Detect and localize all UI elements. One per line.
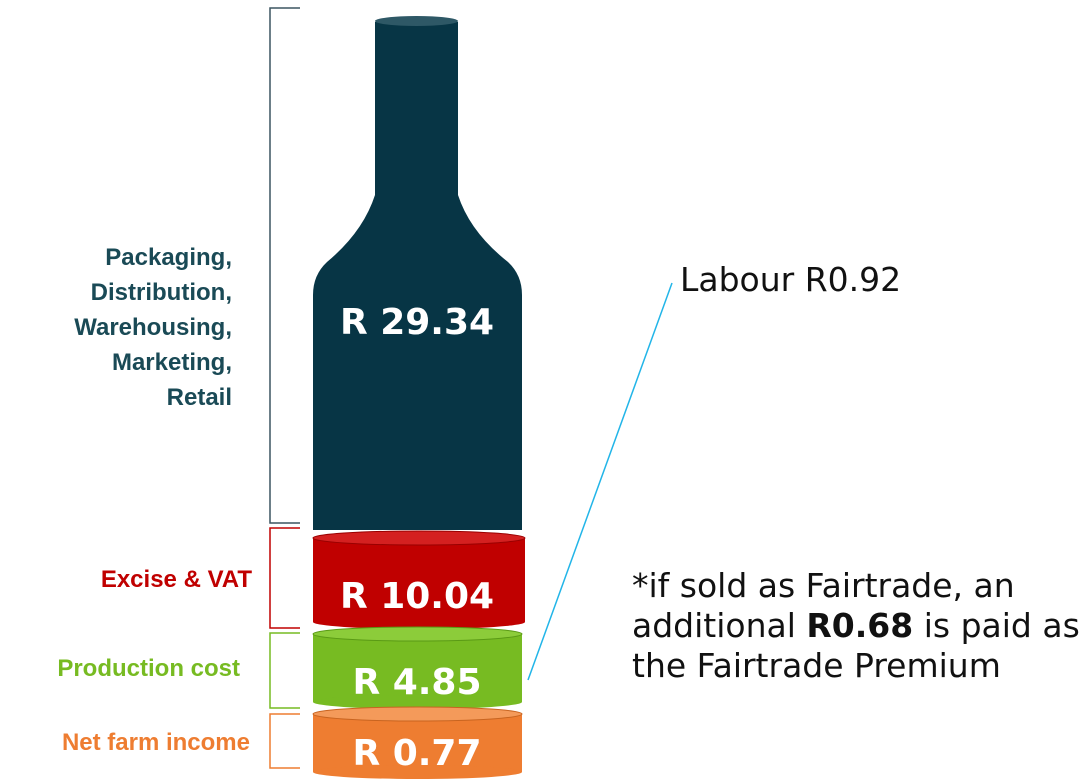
fairtrade-note: *if sold as Fairtrade, an additional R0.…: [632, 566, 1091, 686]
cylinder-top: [313, 707, 522, 721]
segment-label: Retail: [167, 384, 232, 411]
segment-label: Production cost: [57, 655, 240, 682]
bracket: [270, 8, 300, 523]
segment-value: R 4.85: [352, 662, 481, 703]
bracket: [270, 714, 300, 768]
segment-label: Warehousing,: [74, 314, 232, 341]
segment-label: Distribution,: [91, 279, 232, 306]
bracket: [270, 633, 300, 708]
segment-value: R 29.34: [340, 302, 494, 343]
page: R 29.34 R 10.04 R 4.85 R 0.77 Packaging,…: [0, 0, 1091, 780]
segment-label: Packaging,: [105, 244, 232, 271]
labour-label: Labour R0.92: [680, 260, 901, 299]
segment-label: Net farm income: [62, 729, 250, 756]
note-amount: R0.68: [806, 606, 913, 645]
segment-value: R 0.77: [352, 733, 481, 774]
segment-value: R 10.04: [340, 576, 494, 617]
bottle: [313, 22, 522, 530]
bottle-top: [375, 16, 458, 26]
segment-label: Excise & VAT: [101, 566, 253, 593]
segment-label: Marketing,: [112, 349, 232, 376]
bracket: [270, 528, 300, 628]
cylinder-top: [313, 531, 525, 545]
cylinder-top: [313, 627, 522, 641]
